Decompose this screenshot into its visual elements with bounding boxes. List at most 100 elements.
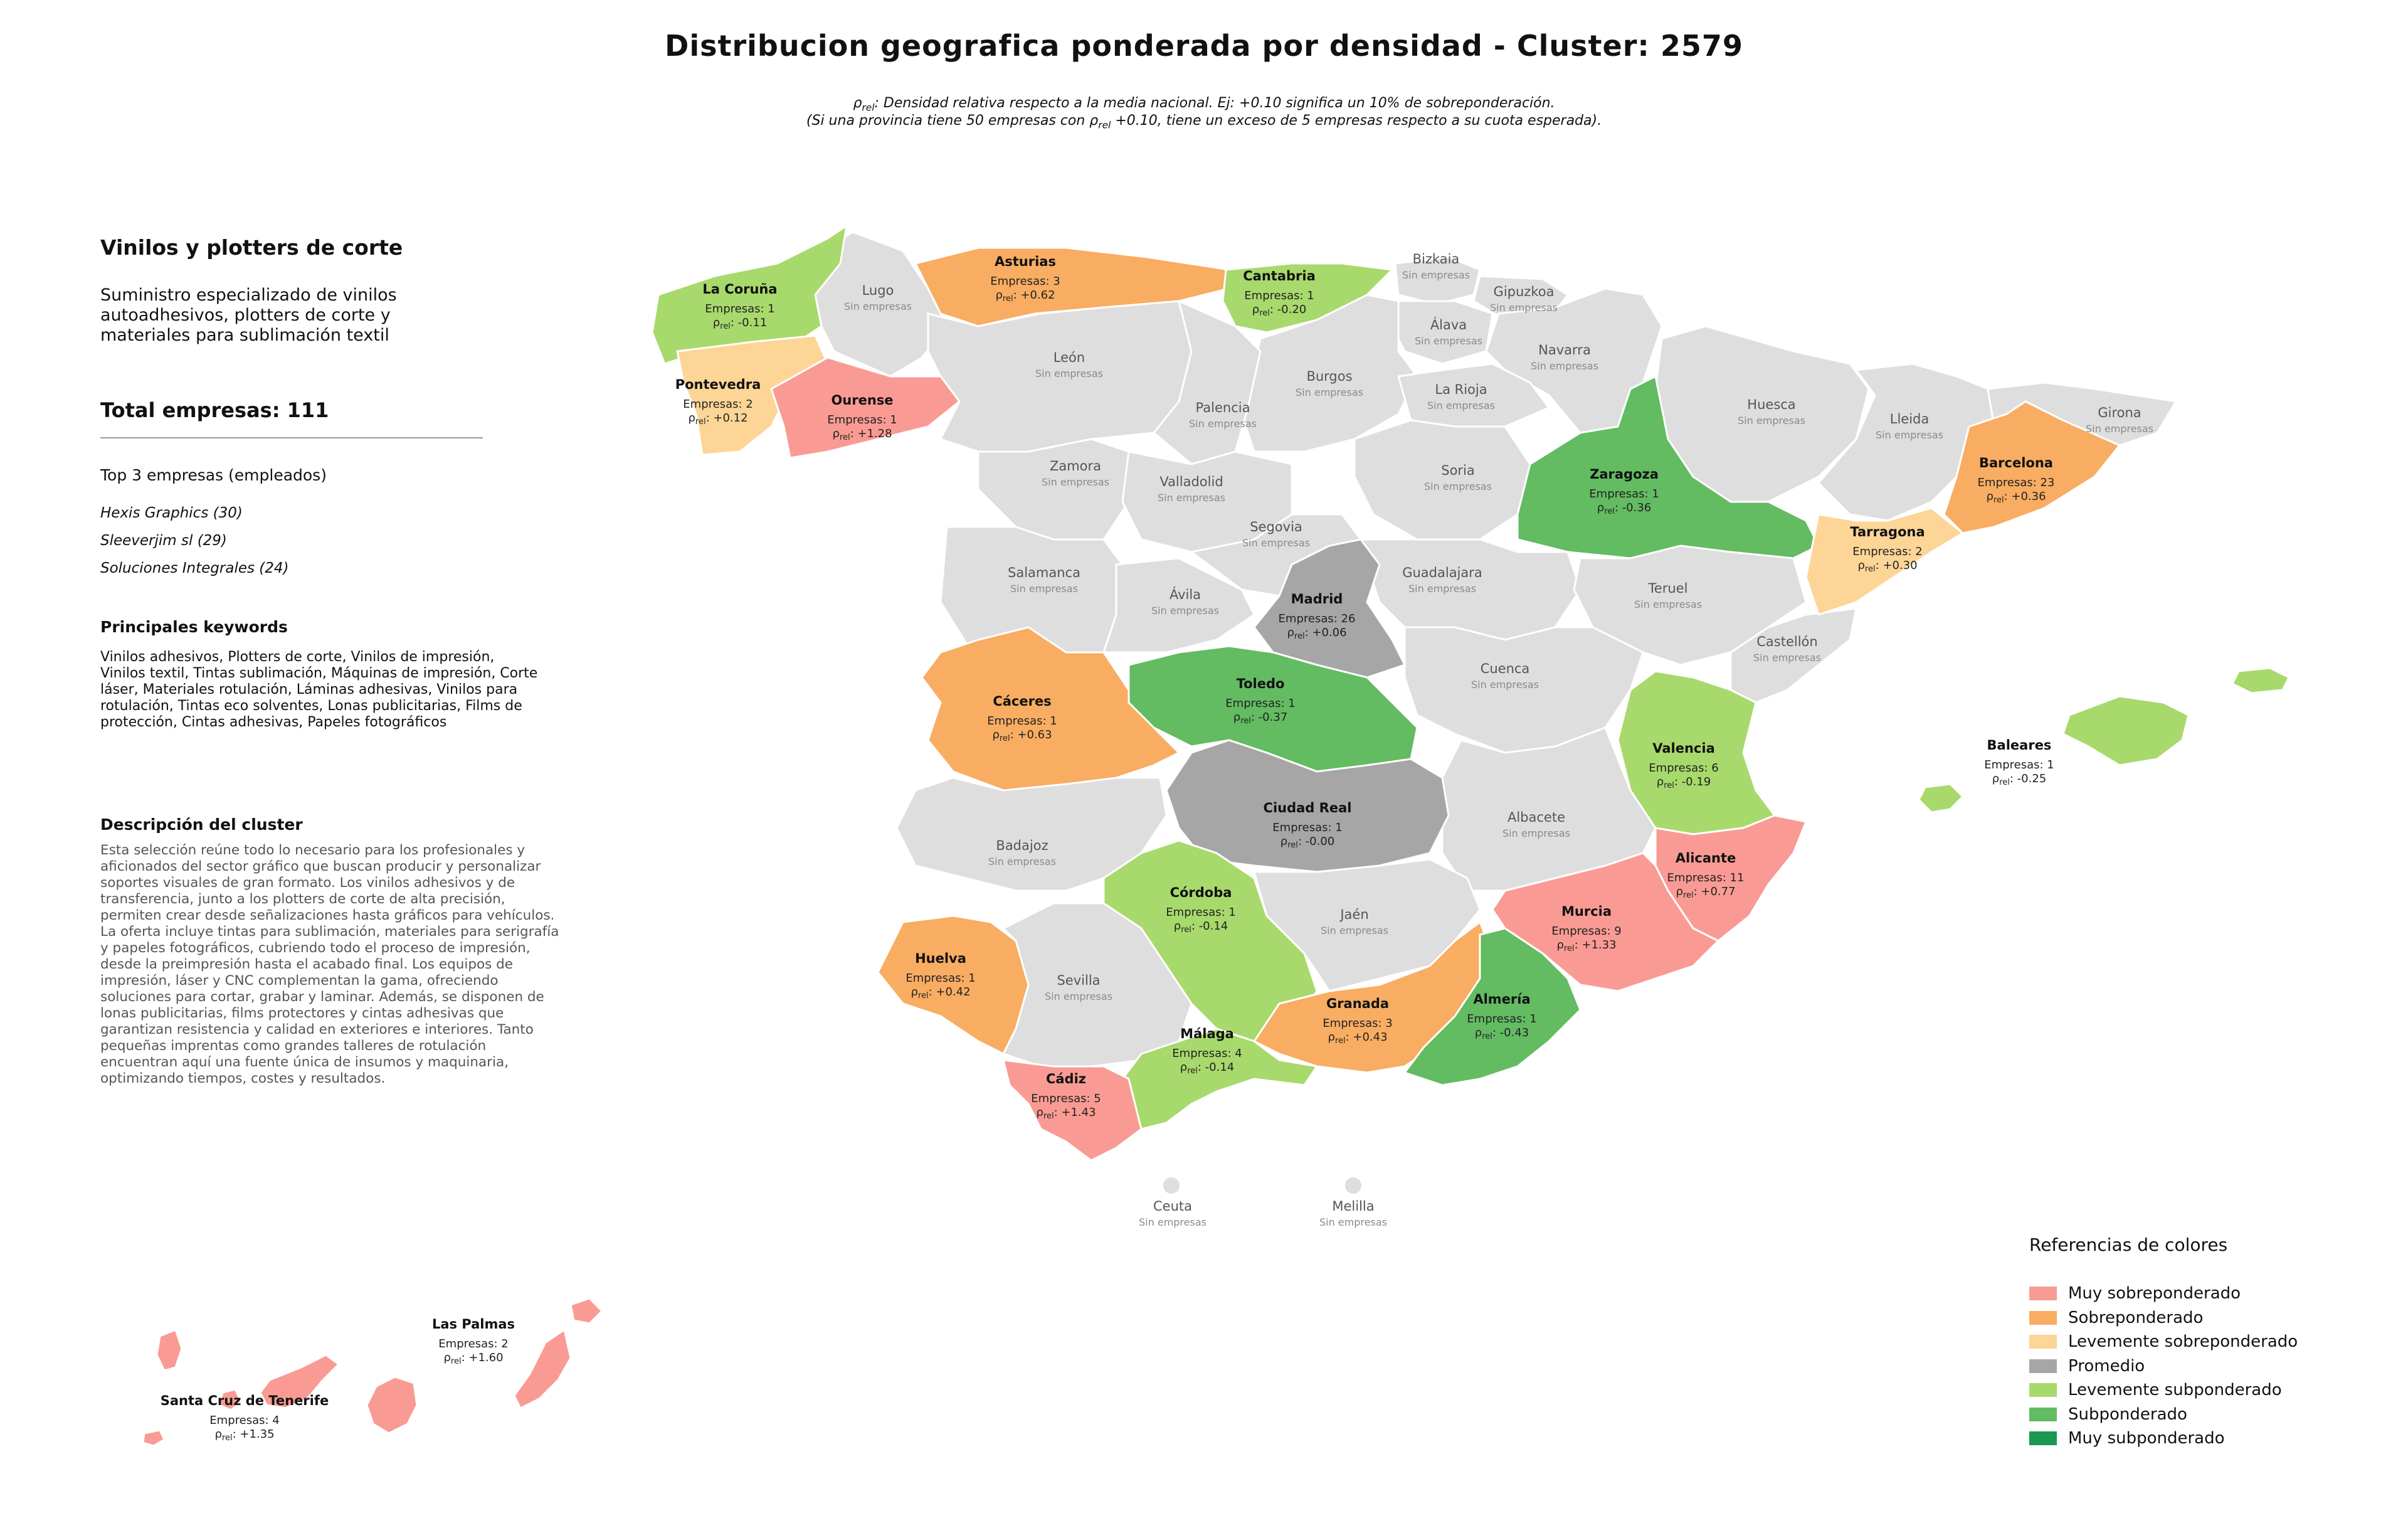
province-rho: ρrel: -0.25: [1992, 772, 2046, 787]
province-almeria: [1403, 927, 1582, 1086]
province-name: Barcelona: [1979, 455, 2053, 470]
divider: [100, 437, 483, 438]
province-zaragoza: [1516, 374, 1820, 560]
province-name: Gipuzkoa: [1494, 284, 1555, 299]
legend-item: Sobreponderado: [2029, 1306, 2380, 1330]
province-name: Guadalajara: [1402, 565, 1482, 580]
province-label-ceuta: Ceuta Sin empresas: [1139, 1199, 1207, 1228]
province-rho: ρrel: +0.63: [992, 728, 1052, 743]
legend-items: Muy sobreponderado Sobreponderado Levement…: [2029, 1281, 2380, 1451]
legend-label: Muy subponderado: [2068, 1429, 2225, 1448]
province-count: Empresas: 1: [705, 302, 774, 316]
province-label-gipuzkoa: Gipuzkoa Sin empresas: [1490, 284, 1558, 314]
province-name: León: [1054, 350, 1085, 365]
province-name: Navarra: [1538, 342, 1591, 358]
province-count: Empresas: 1: [1166, 906, 1235, 919]
province-count: Empresas: 4: [209, 1414, 279, 1427]
province-name: La Rioja: [1435, 382, 1487, 397]
province-name: Ávila: [1170, 586, 1201, 602]
province-count: Empresas: 1: [987, 714, 1057, 728]
province-huelva: [877, 915, 1030, 1056]
province-label-bizkaia: Bizkaia Sin empresas: [1402, 252, 1470, 281]
province-name: Ceuta: [1153, 1199, 1192, 1214]
province-label-zamora: Zamora Sin empresas: [1042, 459, 1109, 488]
province-no-companies: Sin empresas: [1753, 652, 1821, 664]
province-count: Empresas: 1: [1467, 1012, 1536, 1026]
province-no-companies: Sin empresas: [1402, 269, 1470, 281]
legend-swatch: [2029, 1431, 2057, 1446]
legend-label: Promedio: [2068, 1356, 2145, 1376]
cluster-description-heading: Descripción del cluster: [100, 815, 303, 834]
legend-item: Levemente subponderado: [2029, 1378, 2380, 1403]
province-la-coruna: [651, 223, 848, 365]
province-name: Santa Cruz de Tenerife: [161, 1393, 329, 1408]
province-count: Empresas: 1: [827, 413, 897, 427]
province-no-companies: Sin empresas: [1319, 1216, 1387, 1228]
province-rho: ρrel: -0.36: [1597, 501, 1651, 516]
province-no-companies: Sin empresas: [1634, 598, 1702, 610]
province-label-lleida: Lleida Sin empresas: [1876, 411, 1943, 441]
province-label-la-rioja: La Rioja Sin empresas: [1427, 382, 1495, 411]
province-cadiz: [1002, 1059, 1143, 1162]
province-las-palmas: [366, 1297, 604, 1435]
province-name: Valencia: [1652, 741, 1714, 756]
province-pontevedra: [676, 334, 829, 456]
province-name: Zaragoza: [1590, 467, 1659, 482]
province-count: Empresas: 9: [1551, 925, 1621, 938]
province-rho: ρrel: -0.14: [1180, 1061, 1234, 1076]
province-rho: ρrel: -0.14: [1174, 920, 1228, 935]
province-name: Teruel: [1648, 581, 1688, 596]
legend-swatch: [2029, 1383, 2057, 1398]
province-label-teruel: Teruel Sin empresas: [1634, 581, 1702, 610]
province-label-castellon: Castellón Sin empresas: [1753, 634, 1821, 664]
province-no-companies: Sin empresas: [1471, 679, 1539, 691]
province-rho: ρrel: +0.30: [1857, 559, 1917, 574]
province-no-companies: Sin empresas: [1045, 990, 1112, 1002]
province-name: Lugo: [862, 283, 894, 298]
province-name: Pontevedra: [675, 377, 761, 392]
province-no-companies: Sin empresas: [844, 300, 912, 312]
province-alava: [1391, 300, 1494, 365]
province-no-companies: Sin empresas: [1424, 480, 1492, 492]
province-name: Almería: [1473, 992, 1530, 1007]
province-rho: ρrel: +1.28: [832, 427, 892, 442]
province-cantabria: [1222, 262, 1395, 334]
province-no-companies: Sin empresas: [1531, 360, 1598, 372]
keywords-text: Vinilos adhesivos, Plotters de corte, Vi…: [100, 649, 538, 730]
page-title: Distribucion geografica ponderada por de…: [665, 29, 1743, 63]
color-legend: Referencias de colores Muy sobreponderad…: [2029, 1234, 2380, 1451]
province-rho: ρrel: +0.12: [688, 411, 747, 427]
province-name: Sevilla: [1057, 973, 1100, 988]
province-rho: ρrel: +0.42: [911, 985, 970, 1000]
province-name: Málaga: [1180, 1026, 1234, 1041]
province-label-valladolid: Valladolid Sin empresas: [1158, 474, 1225, 504]
province-name: Granada: [1326, 996, 1389, 1011]
province-rho: ρrel: -0.37: [1233, 711, 1287, 726]
province-rho: ρrel: -0.43: [1475, 1026, 1529, 1041]
province-name: Valladolid: [1159, 474, 1223, 489]
legend-label: Sobreponderado: [2068, 1308, 2204, 1327]
province-name: Madrid: [1291, 592, 1343, 607]
province-no-companies: Sin empresas: [1427, 400, 1495, 411]
province-soria: [1353, 419, 1531, 541]
province-tarragona: [1805, 507, 1965, 616]
province-name: Girona: [2098, 405, 2141, 420]
province-zamora: [977, 438, 1130, 541]
province-label-jaen: Jaén Sin empresas: [1321, 907, 1388, 936]
province-name: Tarragona: [1850, 524, 1925, 539]
province-no-companies: Sin empresas: [1296, 386, 1363, 398]
province-count: Empresas: 1: [1589, 487, 1659, 501]
province-rho: ρrel: -0.20: [1252, 303, 1306, 318]
province-name: Bizkaia: [1413, 252, 1460, 267]
legend-swatch: [2029, 1287, 2057, 1301]
province-name: Melilla: [1332, 1199, 1374, 1214]
province-valencia: [1617, 670, 1777, 836]
province-name: Cuenca: [1481, 661, 1530, 676]
